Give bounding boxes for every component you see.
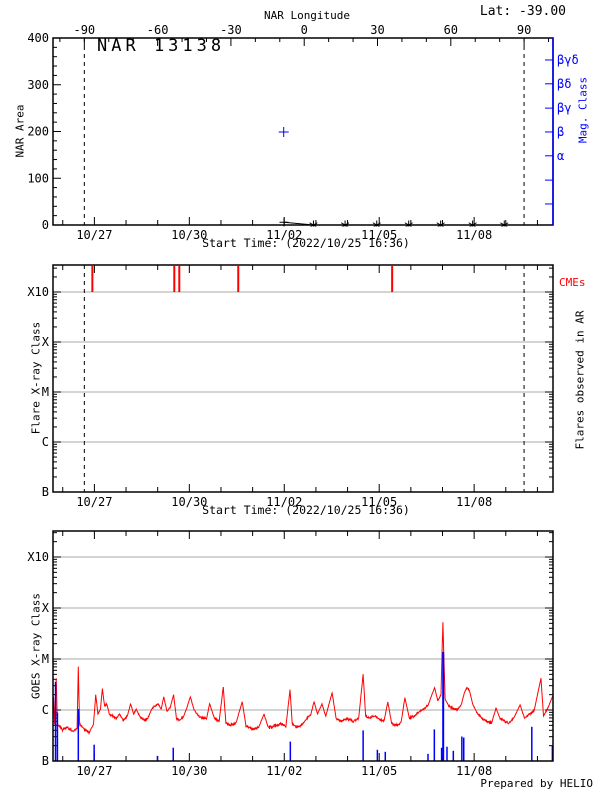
date-tick-label: 11/02 [266, 495, 302, 509]
cme-ticks [91, 266, 394, 292]
nar-axis-ticks [53, 37, 550, 226]
y-tick-label: 300 [27, 78, 49, 92]
mag-class-axis-label: Mag. Class [576, 76, 590, 144]
mag-class-tick-label: βγδ [557, 53, 579, 67]
flare-xray-axis-label: Flare X-ray Class [29, 321, 43, 435]
y-tick-label: M [42, 385, 49, 399]
longitude-tick-label: -30 [220, 23, 242, 37]
date-tick-label: 11/02 [266, 228, 302, 242]
nar-area-panel: 0 100 200 300 400 -90 -60 -30 0 30 60 90 10/27 10/30 1… [27, 23, 578, 242]
mag-class-point-marker [278, 126, 289, 137]
gridlines [53, 556, 553, 711]
y-tick-label: X10 [27, 550, 49, 564]
nar-area-axis-label: NAR Area [13, 104, 27, 158]
y-tick-label: 400 [27, 31, 49, 45]
log-axis-ticks [53, 531, 553, 762]
flares-panel: B C M X X10 10/27 10/30 11/02 11/05 11/08 [27, 264, 554, 509]
y-tick-label: X10 [27, 285, 49, 299]
date-tick-label: 10/30 [171, 228, 207, 242]
latitude-label: Lat: -39.00 [479, 4, 566, 19]
panel-frame [52, 37, 554, 226]
y-tick-label: X [42, 335, 50, 349]
y-tick-label: B [42, 485, 49, 499]
y-tick-label: 0 [42, 218, 49, 232]
prepared-by-label: Prepared by HELIO [480, 777, 593, 790]
date-tick-label: 10/30 [171, 495, 207, 509]
goes-panel: B C M X X10 10/27 10/30 11/02 11/05 11/08 [27, 530, 554, 778]
gridlines [53, 291, 553, 443]
longitude-tick-label: 60 [444, 23, 458, 37]
active-region-title: NAR 13138 [97, 36, 226, 56]
goes-flux-curve [53, 622, 553, 736]
longitude-tick-label: -90 [73, 23, 95, 37]
start-time-caption-middle: Start Time: (2022/10/25 16:36) [202, 503, 410, 517]
y-tick-label: C [42, 435, 49, 449]
start-time-caption-top: Start Time: (2022/10/25 16:36) [202, 236, 410, 250]
longitude-tick-label: 90 [517, 23, 531, 37]
longitude-tick-label: 0 [301, 23, 308, 37]
date-tick-label: 11/02 [266, 764, 302, 778]
date-tick-label: 10/27 [76, 228, 112, 242]
y-tick-label: 100 [27, 171, 49, 185]
y-tick-label: B [42, 754, 49, 768]
date-tick-label: 11/05 [361, 495, 397, 509]
longitude-tick-label: 30 [370, 23, 384, 37]
date-tick-label: 11/08 [456, 495, 492, 509]
mag-class-tick-label: βδ [557, 77, 571, 91]
cmes-label: CMEs [559, 276, 586, 289]
date-tick-label: 11/05 [361, 228, 397, 242]
nar-longitude-axis-label: NAR Longitude [263, 9, 351, 22]
date-tick-label: 10/27 [76, 764, 112, 778]
goes-xray-axis-label: GOES X-ray Class [29, 593, 43, 699]
mag-class-tick-label: α [557, 149, 564, 163]
flares-observed-label: Flares observed in AR [573, 310, 587, 450]
panel-frame [52, 530, 554, 762]
panel-frame [52, 264, 554, 493]
y-tick-label: 200 [27, 125, 49, 139]
mag-class-tick-label: β [557, 125, 564, 139]
y-tick-label: C [42, 703, 49, 717]
particle-event-bars [54, 651, 553, 761]
mag-class-tick-label: βγ [557, 101, 571, 115]
date-tick-label: 11/08 [456, 764, 492, 778]
date-tick-label: 10/27 [76, 495, 112, 509]
y-tick-label: M [42, 652, 49, 666]
longitude-tick-label: -60 [147, 23, 169, 37]
log-axis-ticks [53, 265, 553, 493]
date-tick-label: 11/05 [361, 764, 397, 778]
date-tick-label: 10/30 [171, 764, 207, 778]
y-tick-label: X [42, 601, 50, 615]
date-tick-label: 11/08 [456, 228, 492, 242]
goes-series [53, 622, 553, 736]
